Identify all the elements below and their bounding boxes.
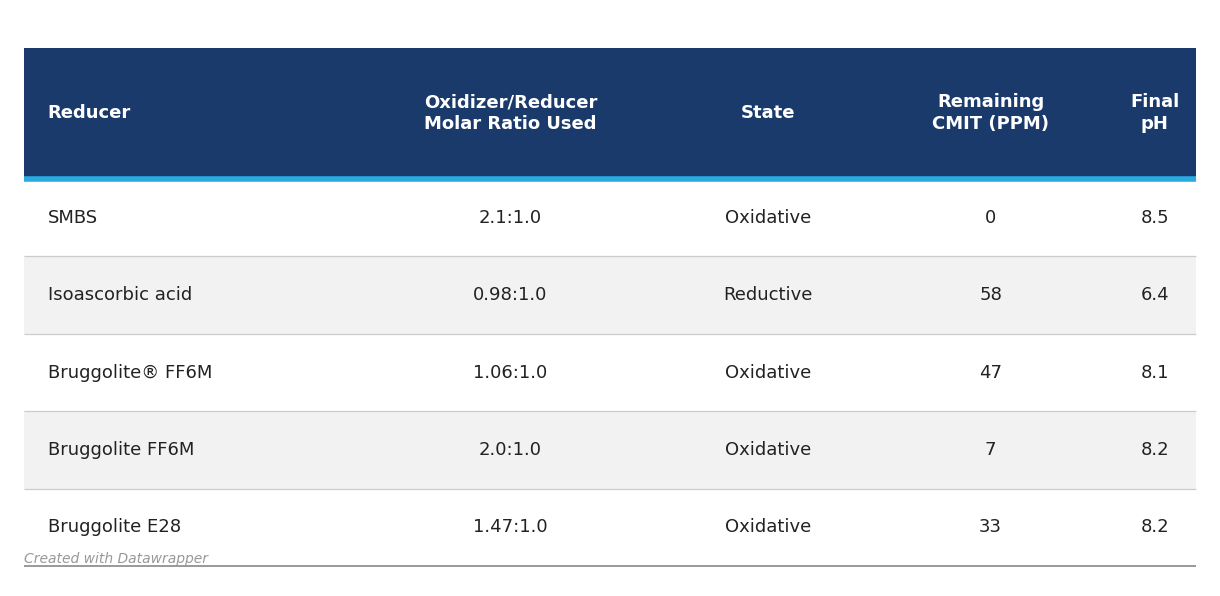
Text: 8.5: 8.5 [1141,209,1169,226]
Bar [24,256,1196,334]
Text: Reductive: Reductive [723,286,813,304]
Text: Oxidative: Oxidative [725,364,811,381]
Bar [24,489,1196,566]
Text: Final
pH: Final pH [1130,93,1180,134]
Text: 1.47:1.0: 1.47:1.0 [473,519,548,536]
Text: 7: 7 [985,441,997,459]
Text: Oxidative: Oxidative [725,209,811,226]
Text: 47: 47 [980,364,1002,381]
Text: Oxidative: Oxidative [725,441,811,459]
Bar [24,179,1196,256]
Text: Bruggolite E28: Bruggolite E28 [48,519,181,536]
Text: Bruggolite FF6M: Bruggolite FF6M [48,441,194,459]
Text: 8.1: 8.1 [1141,364,1169,381]
Text: State: State [741,104,795,122]
Text: 0: 0 [985,209,997,226]
Text: Isoascorbic acid: Isoascorbic acid [48,286,192,304]
Text: 8.2: 8.2 [1141,441,1169,459]
Text: Created with Datawrapper: Created with Datawrapper [24,552,209,566]
Bar [24,411,1196,489]
Text: 8.2: 8.2 [1141,519,1169,536]
Text: 6.4: 6.4 [1141,286,1169,304]
Text: Bruggolite® FF6M: Bruggolite® FF6M [48,364,212,381]
Text: Oxidative: Oxidative [725,519,811,536]
Text: 33: 33 [980,519,1002,536]
Text: 2.0:1.0: 2.0:1.0 [479,441,542,459]
Text: Oxidizer/Reducer
Molar Ratio Used: Oxidizer/Reducer Molar Ratio Used [423,93,597,134]
Text: SMBS: SMBS [48,209,98,226]
Text: Reducer: Reducer [48,104,131,122]
Text: 1.06:1.0: 1.06:1.0 [473,364,548,381]
Bar [24,334,1196,411]
Bar [24,48,1196,179]
Text: Remaining
CMIT (PPM): Remaining CMIT (PPM) [932,93,1049,134]
Text: 0.98:1.0: 0.98:1.0 [473,286,548,304]
Text: 58: 58 [980,286,1002,304]
Text: 2.1:1.0: 2.1:1.0 [479,209,542,226]
